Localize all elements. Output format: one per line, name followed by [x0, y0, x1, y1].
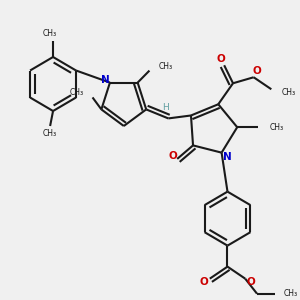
Text: CH₃: CH₃	[284, 289, 298, 298]
Text: O: O	[200, 277, 208, 286]
Text: CH₃: CH₃	[70, 88, 84, 98]
Text: CH₃: CH₃	[43, 129, 57, 138]
Text: CH₃: CH₃	[270, 123, 284, 132]
Text: N: N	[223, 152, 232, 162]
Text: O: O	[252, 66, 261, 76]
Text: O: O	[217, 54, 226, 64]
Text: O: O	[247, 277, 256, 286]
Text: H: H	[162, 103, 169, 112]
Text: N: N	[101, 75, 110, 85]
Text: CH₃: CH₃	[43, 28, 57, 38]
Text: CH₃: CH₃	[158, 61, 172, 70]
Text: CH₃: CH₃	[282, 88, 296, 97]
Text: O: O	[168, 151, 177, 161]
